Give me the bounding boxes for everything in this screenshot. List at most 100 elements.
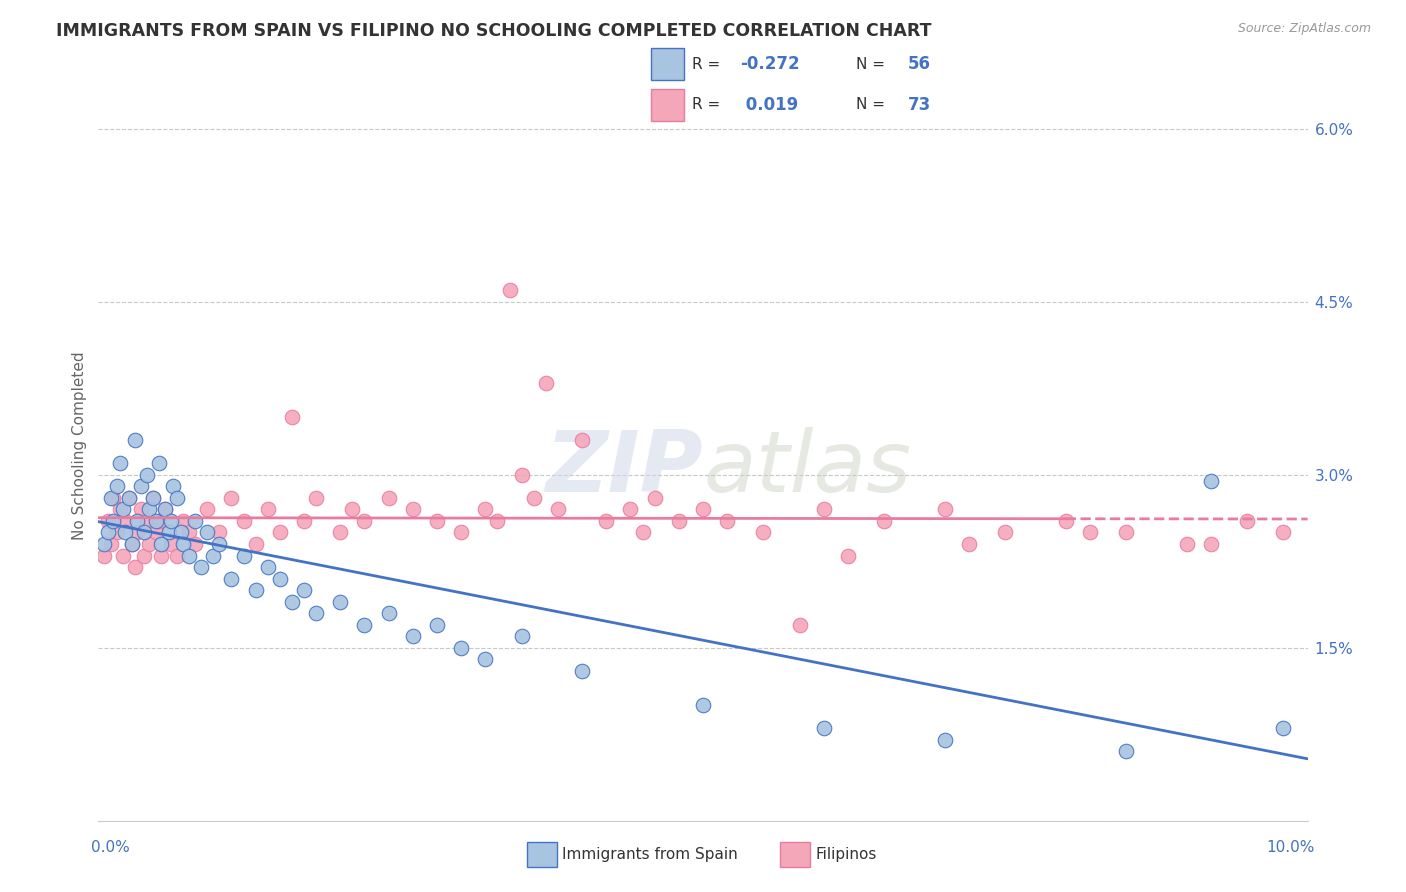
Point bbox=[169, 525, 191, 540]
Point bbox=[450, 640, 472, 655]
Point bbox=[353, 514, 375, 528]
Point bbox=[426, 514, 449, 528]
Point bbox=[93, 549, 115, 563]
Point bbox=[127, 525, 149, 540]
Point bbox=[619, 502, 641, 516]
Point bbox=[202, 549, 225, 563]
Point bbox=[402, 629, 425, 643]
Text: -0.272: -0.272 bbox=[741, 55, 800, 73]
Text: ZIP: ZIP bbox=[546, 427, 703, 510]
Point bbox=[631, 525, 654, 540]
Point bbox=[135, 467, 157, 482]
Point bbox=[118, 491, 141, 505]
Bar bbox=[527, 842, 557, 867]
Text: R =: R = bbox=[692, 56, 725, 71]
Point bbox=[474, 502, 496, 516]
Point bbox=[135, 514, 157, 528]
Point bbox=[97, 514, 120, 528]
Point bbox=[150, 537, 173, 551]
Point bbox=[486, 514, 509, 528]
Point bbox=[172, 537, 194, 551]
Point bbox=[138, 502, 160, 516]
Bar bbox=[651, 88, 685, 120]
Point bbox=[668, 514, 690, 528]
Point bbox=[221, 491, 243, 505]
Point bbox=[377, 491, 399, 505]
Point bbox=[145, 514, 167, 528]
Point bbox=[208, 525, 231, 540]
Point bbox=[305, 491, 328, 505]
Point bbox=[292, 583, 315, 598]
Point bbox=[162, 479, 184, 493]
Text: 73: 73 bbox=[908, 95, 931, 114]
Point bbox=[245, 537, 267, 551]
Point bbox=[474, 652, 496, 666]
Text: atlas: atlas bbox=[703, 427, 911, 510]
Point bbox=[124, 434, 146, 448]
Point bbox=[377, 606, 399, 620]
Point bbox=[510, 629, 533, 643]
Point bbox=[142, 491, 165, 505]
Point bbox=[232, 514, 254, 528]
Point bbox=[571, 664, 593, 678]
Text: 0.0%: 0.0% bbox=[91, 840, 131, 855]
Point bbox=[571, 434, 593, 448]
Point bbox=[1272, 722, 1295, 736]
Point bbox=[129, 502, 152, 516]
Point bbox=[179, 525, 201, 540]
Point bbox=[716, 514, 738, 528]
Point bbox=[256, 560, 278, 574]
Point bbox=[353, 617, 375, 632]
Point bbox=[153, 502, 176, 516]
Point bbox=[1054, 514, 1077, 528]
Point bbox=[595, 514, 617, 528]
Point bbox=[934, 502, 956, 516]
Point bbox=[100, 537, 122, 551]
Point bbox=[195, 525, 218, 540]
Text: Source: ZipAtlas.com: Source: ZipAtlas.com bbox=[1237, 22, 1371, 36]
Point bbox=[957, 537, 980, 551]
Point bbox=[292, 514, 315, 528]
Point bbox=[329, 525, 352, 540]
Point bbox=[108, 456, 131, 470]
Point bbox=[269, 572, 291, 586]
Point bbox=[245, 583, 267, 598]
Point bbox=[145, 525, 167, 540]
Point bbox=[172, 514, 194, 528]
Point bbox=[644, 491, 666, 505]
Point bbox=[208, 537, 231, 551]
Point bbox=[114, 514, 136, 528]
Point bbox=[498, 284, 520, 298]
Point bbox=[450, 525, 472, 540]
Point bbox=[426, 617, 449, 632]
Text: Filipinos: Filipinos bbox=[815, 847, 877, 862]
Point bbox=[100, 491, 122, 505]
Point bbox=[402, 502, 425, 516]
Point bbox=[97, 525, 120, 540]
Point bbox=[93, 537, 115, 551]
Point bbox=[134, 525, 156, 540]
Point bbox=[269, 525, 291, 540]
Point bbox=[148, 514, 170, 528]
Point bbox=[256, 502, 278, 516]
Text: N =: N = bbox=[856, 97, 890, 112]
Point bbox=[142, 491, 165, 505]
Point bbox=[994, 525, 1017, 540]
Bar bbox=[651, 48, 685, 80]
Point bbox=[160, 514, 183, 528]
Point bbox=[150, 549, 173, 563]
Point bbox=[813, 722, 835, 736]
Point bbox=[101, 514, 124, 528]
Point bbox=[108, 502, 131, 516]
Point bbox=[184, 514, 207, 528]
Point bbox=[1199, 537, 1222, 551]
Point bbox=[121, 537, 143, 551]
Point bbox=[873, 514, 896, 528]
Point bbox=[837, 549, 859, 563]
Point bbox=[111, 549, 134, 563]
Point bbox=[813, 502, 835, 516]
Point bbox=[1272, 525, 1295, 540]
Point bbox=[105, 525, 128, 540]
Point bbox=[692, 502, 714, 516]
Text: IMMIGRANTS FROM SPAIN VS FILIPINO NO SCHOOLING COMPLETED CORRELATION CHART: IMMIGRANTS FROM SPAIN VS FILIPINO NO SCH… bbox=[56, 22, 932, 40]
